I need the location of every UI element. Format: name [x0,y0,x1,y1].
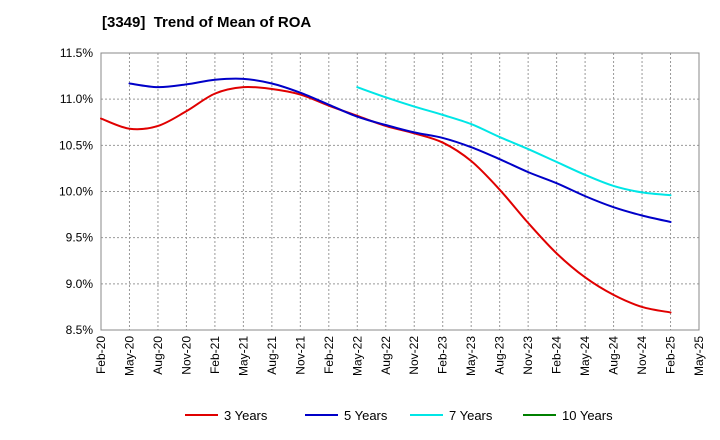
y-tick-label: 9.0% [66,277,94,291]
legend-label: 3 Years [224,408,268,423]
legend-label: 5 Years [344,408,388,423]
x-tick-label: Feb-20 [94,336,108,374]
x-axis-ticks: Feb-20 May-20 Aug-20 Nov-20 Feb-21 May-21 Aug-… [94,336,706,376]
x-tick-label: Aug-23 [493,336,507,375]
legend-label: 10 Years [562,408,613,423]
x-tick-label: Feb-22 [322,336,336,374]
x-tick-label: Feb-25 [664,336,678,374]
x-tick-label: May-21 [236,336,250,376]
y-tick-label: 10.5% [59,138,93,152]
grid-layer [100,52,700,331]
legend-item-5-years: 5 Years [305,408,388,423]
x-tick-label: Feb-21 [208,336,222,374]
legend-item-7-years: 7 Years [410,408,493,423]
x-tick-label: Aug-20 [151,336,165,375]
x-tick-label: Nov-21 [293,336,307,375]
x-tick-label: May-20 [122,336,136,376]
x-tick-label: May-23 [464,336,478,376]
y-tick-label: 10.0% [59,185,93,199]
legend-item-10-years: 10 Years [523,408,613,423]
y-tick-label: 11.5% [60,46,93,60]
x-tick-label: Feb-23 [436,336,450,374]
legend-item-3-years: 3 Years [185,408,268,423]
legend-label: 7 Years [449,408,493,423]
x-tick-label: Nov-22 [407,336,421,375]
x-tick-label: Aug-24 [607,336,621,375]
x-tick-label: Nov-20 [179,336,193,375]
plot-frame [100,52,700,331]
x-tick-label: May-24 [578,336,592,376]
y-axis-ticks: 11.5% 11.0% 10.5% 10.0% 9.5% 9.0% 8.5% [59,46,93,337]
x-tick-label: May-22 [350,336,364,376]
y-tick-label: 8.5% [66,323,94,337]
y-tick-label: 9.5% [66,231,94,245]
x-tick-label: Aug-21 [265,336,279,375]
legend: 3 Years 5 Years 7 Years 10 Years [185,408,613,423]
series-line-7-years [356,86,672,197]
series-line-5-years [128,77,672,223]
series-layer [100,77,672,314]
x-tick-label: Nov-24 [635,336,649,375]
x-tick-label: May-25 [692,336,706,376]
x-tick-label: Aug-22 [379,336,393,375]
x-tick-label: Feb-24 [550,336,564,374]
y-tick-label: 11.0% [60,92,93,106]
chart-title: [3349] Trend of Mean of ROA [102,14,312,31]
x-tick-label: Nov-23 [521,336,535,375]
